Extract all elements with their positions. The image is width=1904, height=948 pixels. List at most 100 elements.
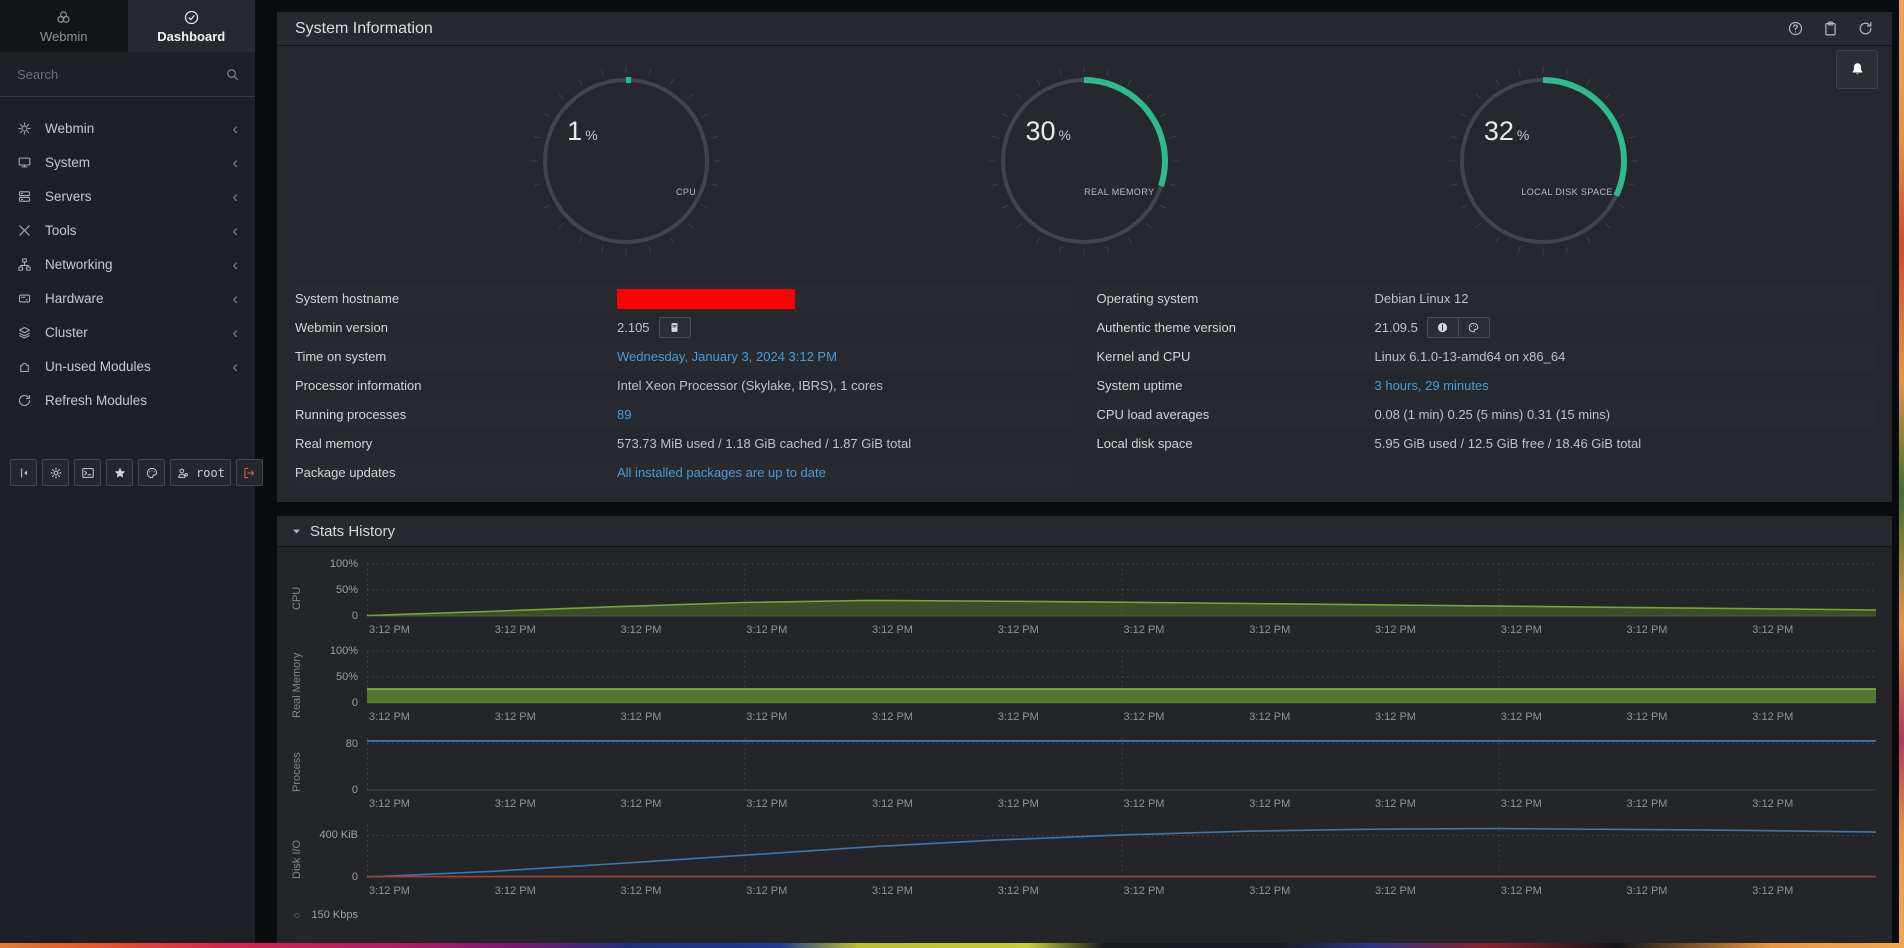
y-tick-label: 50%: [335, 584, 358, 596]
favorites-button[interactable]: [106, 459, 133, 486]
terminal-button[interactable]: [74, 459, 101, 486]
y-tick-label: 400 KiB: [319, 829, 358, 842]
gauge-value: 1%: [567, 116, 598, 146]
info-table-left: System hostname Webmin version 2.105 Time o…: [295, 284, 1073, 487]
x-tick-label: 3:12 PM: [1375, 885, 1416, 897]
x-tick-label: 3:12 PM: [1249, 624, 1291, 636]
chevron-left-icon: ‹: [232, 220, 238, 240]
chart-plot-area: [367, 646, 1876, 708]
palette-button[interactable]: [1457, 318, 1489, 337]
redacted-value: [617, 288, 795, 309]
x-tick-label: 3:12 PM: [620, 885, 662, 897]
info-label: System uptime: [1096, 378, 1183, 393]
info-button[interactable]: [1427, 318, 1458, 337]
x-tick-label: 3:12 PM: [1500, 711, 1542, 723]
sidebar-item-un-used-modules[interactable]: Un-used Modules ‹: [0, 349, 255, 383]
x-tick-label: 3:12 PM: [872, 885, 913, 897]
gear-icon: [17, 121, 32, 136]
gauge-label: REAL MEMORY: [1084, 187, 1155, 197]
dashboard-icon: [183, 9, 200, 26]
night-mode-button[interactable]: [42, 459, 69, 486]
chart-plot-area: [367, 907, 1866, 923]
chevron-left-icon: ‹: [232, 186, 238, 206]
stats-history-header[interactable]: Stats History: [277, 516, 1892, 547]
sidebar-item-system[interactable]: System ‹: [0, 145, 255, 179]
x-tick-label: 3:12 PM: [1626, 711, 1668, 723]
header-actions: [1787, 20, 1874, 37]
chart-axis-title: ○: [291, 909, 303, 921]
gauge-cpu: 1% CPU: [531, 66, 722, 256]
info-value-link[interactable]: 89: [617, 407, 632, 422]
info-row-package-updates: Package updates All installed packages ar…: [295, 458, 1073, 487]
notifications-button[interactable]: [1836, 50, 1878, 89]
x-tick-label: 3:12 PM: [1500, 624, 1542, 636]
x-tick-label: 3:12 PM: [746, 798, 788, 810]
x-tick-label: 3:12 PM: [369, 885, 410, 897]
chart-plot-area: [367, 733, 1876, 795]
chevron-left-icon: ‹: [232, 288, 238, 308]
x-tick-label: 3:12 PM: [872, 798, 913, 810]
y-tick-label: 80: [345, 737, 358, 750]
book-button[interactable]: [659, 318, 690, 337]
x-tick-label: 3:12 PM: [1752, 798, 1794, 810]
x-tick-label: 3:12 PM: [369, 711, 410, 723]
logout-icon: [242, 466, 256, 480]
sidebar-item-webmin[interactable]: Webmin ‹: [0, 111, 255, 145]
info-label: Local disk space: [1096, 436, 1193, 451]
hdd-icon: [17, 291, 32, 306]
sidebar-item-tools[interactable]: Tools ‹: [0, 213, 255, 247]
bell-icon: [1849, 61, 1866, 78]
sidebar-search: [0, 52, 255, 97]
y-tick-label: 0: [351, 871, 358, 883]
tab-webmin[interactable]: Webmin: [0, 0, 128, 52]
info-row-webmin-version: Webmin version 2.105: [295, 313, 1073, 342]
chart-x-axis: 3:12 PM 3:12 PM 3:12 PM 3:12 PM 3:12 PM 3:12 …: [367, 621, 1876, 638]
gauge-real-memory: 30% REAL MEMORY: [989, 66, 1180, 256]
x-tick-label: 3:12 PM: [1500, 885, 1542, 897]
info-icon: [1436, 321, 1449, 334]
tab-dashboard[interactable]: Dashboard: [127, 0, 255, 52]
clipboard-icon[interactable]: [1822, 20, 1839, 37]
sidebar-item-refresh-modules[interactable]: Refresh Modules: [0, 383, 255, 417]
sidebar-item-hardware[interactable]: Hardware ‹: [0, 281, 255, 315]
sidebar-item-cluster[interactable]: Cluster ‹: [0, 315, 255, 349]
logout-button[interactable]: [235, 459, 263, 486]
info-value-link[interactable]: 3 hours, 29 minutes: [1374, 378, 1489, 393]
chart-plot-area: [367, 559, 1876, 621]
chart-axis-title: CPU: [291, 586, 303, 611]
help-icon[interactable]: [1787, 20, 1804, 37]
reload-icon[interactable]: [1857, 20, 1874, 37]
collapse-sidebar-button[interactable]: [10, 459, 37, 486]
chart-axis-title: Process: [291, 752, 303, 793]
x-tick-label: 3:12 PM: [369, 798, 410, 810]
tools-icon: [17, 223, 32, 238]
sidebar-item-label: Webmin: [45, 120, 95, 136]
x-tick-label: 3:12 PM: [620, 711, 662, 723]
chart-y-axis: 100% 50% 0: [309, 645, 367, 709]
stats-history-title: Stats History: [310, 522, 396, 540]
sidebar-item-label: Cluster: [45, 324, 88, 340]
x-tick-label: 3:12 PM: [1752, 624, 1794, 636]
y-tick-label: 0: [351, 784, 358, 796]
star-icon: [113, 466, 127, 480]
x-tick-label: 3:12 PM: [494, 798, 536, 810]
search-input[interactable]: [15, 65, 225, 83]
info-value: Linux 6.1.0-13-amd64 on x86_64: [1374, 349, 1566, 364]
info-row-processor-information: Processor information Intel Xeon Processo…: [295, 371, 1073, 400]
y-tick-label: 50%: [335, 671, 358, 683]
chevron-left-icon: ‹: [232, 322, 238, 342]
info-label: Kernel and CPU: [1096, 349, 1191, 364]
info-value-link[interactable]: Wednesday, January 3, 2024 3:12 PM: [617, 349, 837, 364]
info-row-authentic-theme-version: Authentic theme version 21.09.5: [1097, 313, 1875, 342]
sidebar-item-label: Hardware: [45, 290, 104, 306]
stats-history-panel: Stats History CPU 100% 50% 0 3:12 PM 3:12 PM 3…: [277, 516, 1892, 944]
y-tick-label: 0: [351, 697, 358, 709]
sidebar-item-networking[interactable]: Networking ‹: [0, 247, 255, 281]
sidebar-item-servers[interactable]: Servers ‹: [0, 179, 255, 213]
chart-network: ○ 150 Kbps: [285, 907, 1866, 923]
theme-configuration-button[interactable]: [138, 459, 165, 486]
info-value-link[interactable]: All installed packages are up to date: [617, 465, 826, 480]
user-menu-button[interactable]: root: [170, 459, 231, 486]
x-tick-label: 3:12 PM: [997, 798, 1039, 810]
info-row-time-on-system: Time on system Wednesday, January 3, 2024…: [295, 342, 1073, 371]
